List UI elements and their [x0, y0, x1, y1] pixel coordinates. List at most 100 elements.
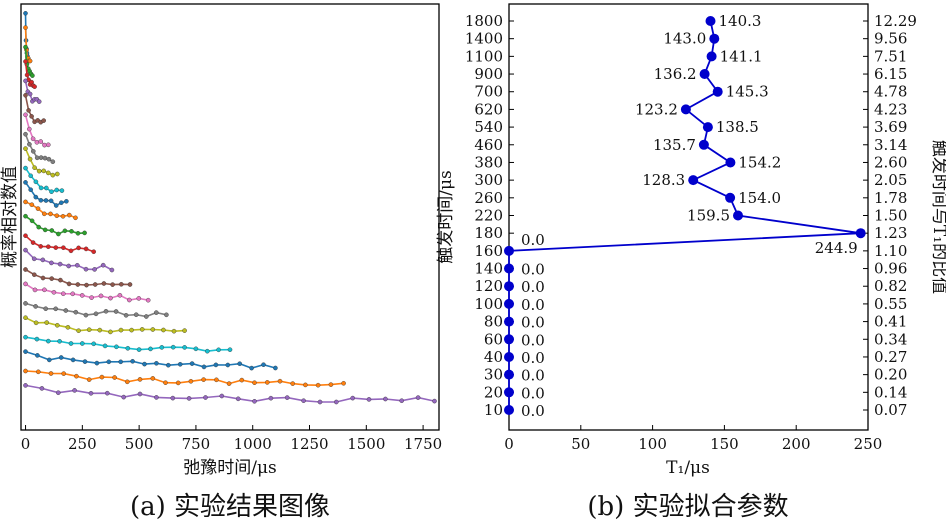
left-series-120-point [23, 131, 28, 137]
left-series-260-line [25, 215, 85, 235]
right-chart: 0 50 100 150 200 250 10 0.07 20 0.14 30 0.20 40 0.27 6… [436, 3, 946, 522]
left-series-1400-point [125, 379, 130, 385]
left-series-460-point [75, 282, 81, 287]
left-series-460-point [49, 276, 55, 281]
left-series-300-line [24, 235, 94, 253]
left-series-300-point [76, 245, 81, 251]
left-series-140-point [55, 171, 60, 177]
t1-point [709, 33, 720, 44]
left-series-540-point [117, 292, 123, 298]
left-series-1800-point [72, 388, 77, 393]
t1-value-labels: 0.00.00.00.00.00.00.00.00.00.0 244.9159.5… [521, 12, 858, 420]
left-series-300-point [46, 244, 51, 249]
t1-value-label: 0.0 [521, 231, 545, 249]
left-series-1100-point [82, 359, 88, 364]
right-y2-tick-label: 1.50 [874, 207, 907, 225]
left-series-1800-point [23, 383, 28, 388]
left-series-900-point [227, 347, 233, 353]
left-series-900-point [182, 345, 187, 350]
left-series-540-point [136, 296, 142, 301]
t1-point [504, 387, 514, 398]
left-series-220-point [54, 213, 60, 218]
left-series-1800-point [252, 398, 257, 404]
left-series-260-point [29, 218, 35, 224]
left-series-180-point [38, 197, 44, 203]
left-series-160-point [44, 185, 49, 191]
t1-value-label: 140.3 [719, 12, 762, 30]
left-series-1100-point [70, 357, 76, 363]
left-series-260-point [42, 227, 48, 233]
left-series-460-point [127, 282, 133, 287]
left-series-80-point [41, 118, 47, 123]
left-series-1800-point [121, 394, 126, 400]
left-series-460-point [32, 272, 37, 278]
left-series-1100-point [201, 364, 207, 370]
t1-value-label: 0.0 [521, 331, 545, 349]
right-y-tick-label: 140 [474, 260, 503, 278]
left-series-540-point [127, 297, 132, 303]
right-y2-tick-label: 12.29 [874, 12, 917, 30]
left-series-1400-point [86, 377, 92, 382]
left-series-620-point [143, 314, 149, 319]
right-y2-tick-label: 2.60 [874, 153, 907, 171]
t1-point [699, 69, 710, 79]
left-series-620-point [123, 312, 129, 318]
left-series-900-point [91, 341, 96, 347]
right-y2-tick-label: 0.96 [874, 260, 907, 278]
left-x-tick-label: 1500 [347, 435, 385, 453]
left-chart: 0 250 500 750 1000 1250 1500 1750 弛豫时间/μs 概率相对数… [0, 3, 442, 522]
t1-point [504, 298, 514, 309]
left-series-1100-point [58, 355, 64, 360]
left-series-900-point [159, 345, 165, 350]
left-series-180-point [28, 187, 34, 192]
left-series-100-point [23, 112, 28, 118]
left-series-700-point [161, 327, 166, 333]
left-series-1400-point [252, 380, 257, 386]
t1-value-label: 154.0 [738, 189, 781, 207]
right-y2-tick-label: 0.07 [874, 401, 907, 419]
left-series-120-point [30, 148, 36, 154]
left-series-380-point [92, 267, 97, 272]
left-series-260-point [62, 228, 68, 234]
right-y2-tick-label: 6.15 [874, 65, 907, 83]
left-series-180-point [59, 200, 64, 205]
left-series-1800-point [203, 395, 208, 400]
left-series-300-point [61, 245, 66, 250]
right-y-tick-label: 180 [474, 224, 503, 242]
left-series-300-point [23, 233, 28, 238]
left-series-260-point [82, 230, 87, 236]
right-y-tick-label: 220 [474, 207, 503, 225]
left-series-1800-point [333, 399, 339, 405]
left-series-540-point [79, 293, 85, 298]
t1-point [688, 175, 699, 186]
left-series-180-point [53, 203, 59, 208]
right-y-tick-label: 1800 [465, 12, 503, 30]
left-series-900-point [193, 346, 199, 352]
left-series-540-point [70, 291, 75, 297]
left-series-180-point [33, 194, 39, 200]
left-series-1100-point [106, 359, 112, 365]
left-series-180-point [23, 180, 28, 185]
right-y2-tick-label: 0.27 [874, 348, 907, 366]
left-series-900-point [23, 334, 28, 340]
left-series-180-point [48, 198, 54, 204]
right-y2-tick-label: 0.34 [874, 330, 907, 348]
right-y-tick-label: 700 [474, 83, 503, 101]
t1-value-label: 0.0 [521, 402, 545, 420]
left-series-460-point [23, 267, 28, 272]
left-series-1800-point [432, 398, 437, 404]
left-series-220-point [35, 206, 41, 211]
left-series-20-point [27, 58, 33, 64]
left-series-1400-point [74, 373, 79, 379]
left-series-100-point [46, 142, 51, 148]
left-series-1400-point [36, 369, 41, 375]
left-series-60-point [27, 91, 33, 97]
left-series-1800-point [39, 386, 45, 391]
left-series-1800-point [56, 390, 61, 396]
left-series-900-point [80, 341, 85, 346]
left-series-700-point [44, 320, 50, 325]
left-series-1100-line [25, 350, 276, 369]
left-series-900-point [204, 348, 210, 354]
right-y-tick-label: 540 [474, 118, 503, 136]
